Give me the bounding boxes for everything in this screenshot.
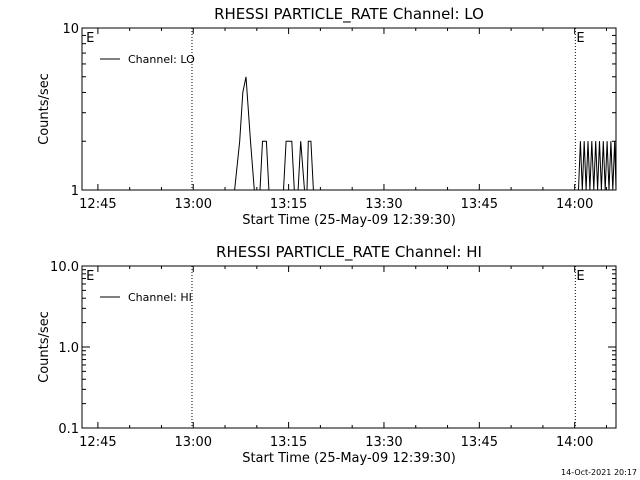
- chart-2-title: RHESSI PARTICLE_RATE Channel: HI: [216, 243, 482, 262]
- chart-1-event-marker: E: [86, 31, 94, 46]
- chart-2-x-tick-label: 13:15: [270, 435, 307, 450]
- footer-timestamp: 14-Oct-2021 20:17: [561, 468, 637, 477]
- chart-2-x-tick-label: 13:00: [175, 435, 212, 450]
- chart-1-y-tick-label: 1: [71, 184, 79, 199]
- chart-2-x-tick-label: 12:45: [79, 435, 116, 450]
- chart-2-event-marker: E: [576, 269, 584, 284]
- chart-1-event-marker: E: [576, 31, 584, 46]
- chart-1-x-tick-label: 13:45: [461, 197, 498, 212]
- chart-2-y-tick-label: 0.1: [58, 422, 79, 437]
- chart-2-y-tick-label: 10.0: [50, 260, 79, 275]
- chart-1-title: RHESSI PARTICLE_RATE Channel: LO: [214, 5, 484, 24]
- chart-2-x-tick-label: 14:00: [556, 435, 593, 450]
- chart-1-x-tick-label: 14:00: [556, 197, 593, 212]
- chart-2-event-marker: E: [86, 269, 94, 284]
- chart-1-x-tick-label: 13:15: [270, 197, 307, 212]
- chart-1-x-axis-label: Start Time (25-May-09 12:39:30): [242, 213, 456, 228]
- chart-2-legend-label: Channel: HI: [128, 291, 192, 304]
- chart-1-y-axis-label: Counts/sec: [37, 73, 52, 145]
- chart-2-x-axis-label: Start Time (25-May-09 12:39:30): [242, 451, 456, 466]
- chart-2-x-tick-label: 13:45: [461, 435, 498, 450]
- chart-2-y-axis-label: Counts/sec: [37, 311, 52, 383]
- chart-1-y-tick-label: 10: [62, 22, 79, 37]
- chart-1-x-tick-label: 13:00: [175, 197, 212, 212]
- chart-1-legend-label: Channel: LO: [128, 53, 195, 66]
- chart-1-series-line-1: [82, 76, 617, 191]
- chart-2-x-tick-label: 13:30: [365, 435, 402, 450]
- chart-1-x-tick-label: 13:30: [365, 197, 402, 212]
- chart-1-x-tick-label: 12:45: [79, 197, 116, 212]
- chart-2-y-tick-label: 1.0: [58, 341, 79, 356]
